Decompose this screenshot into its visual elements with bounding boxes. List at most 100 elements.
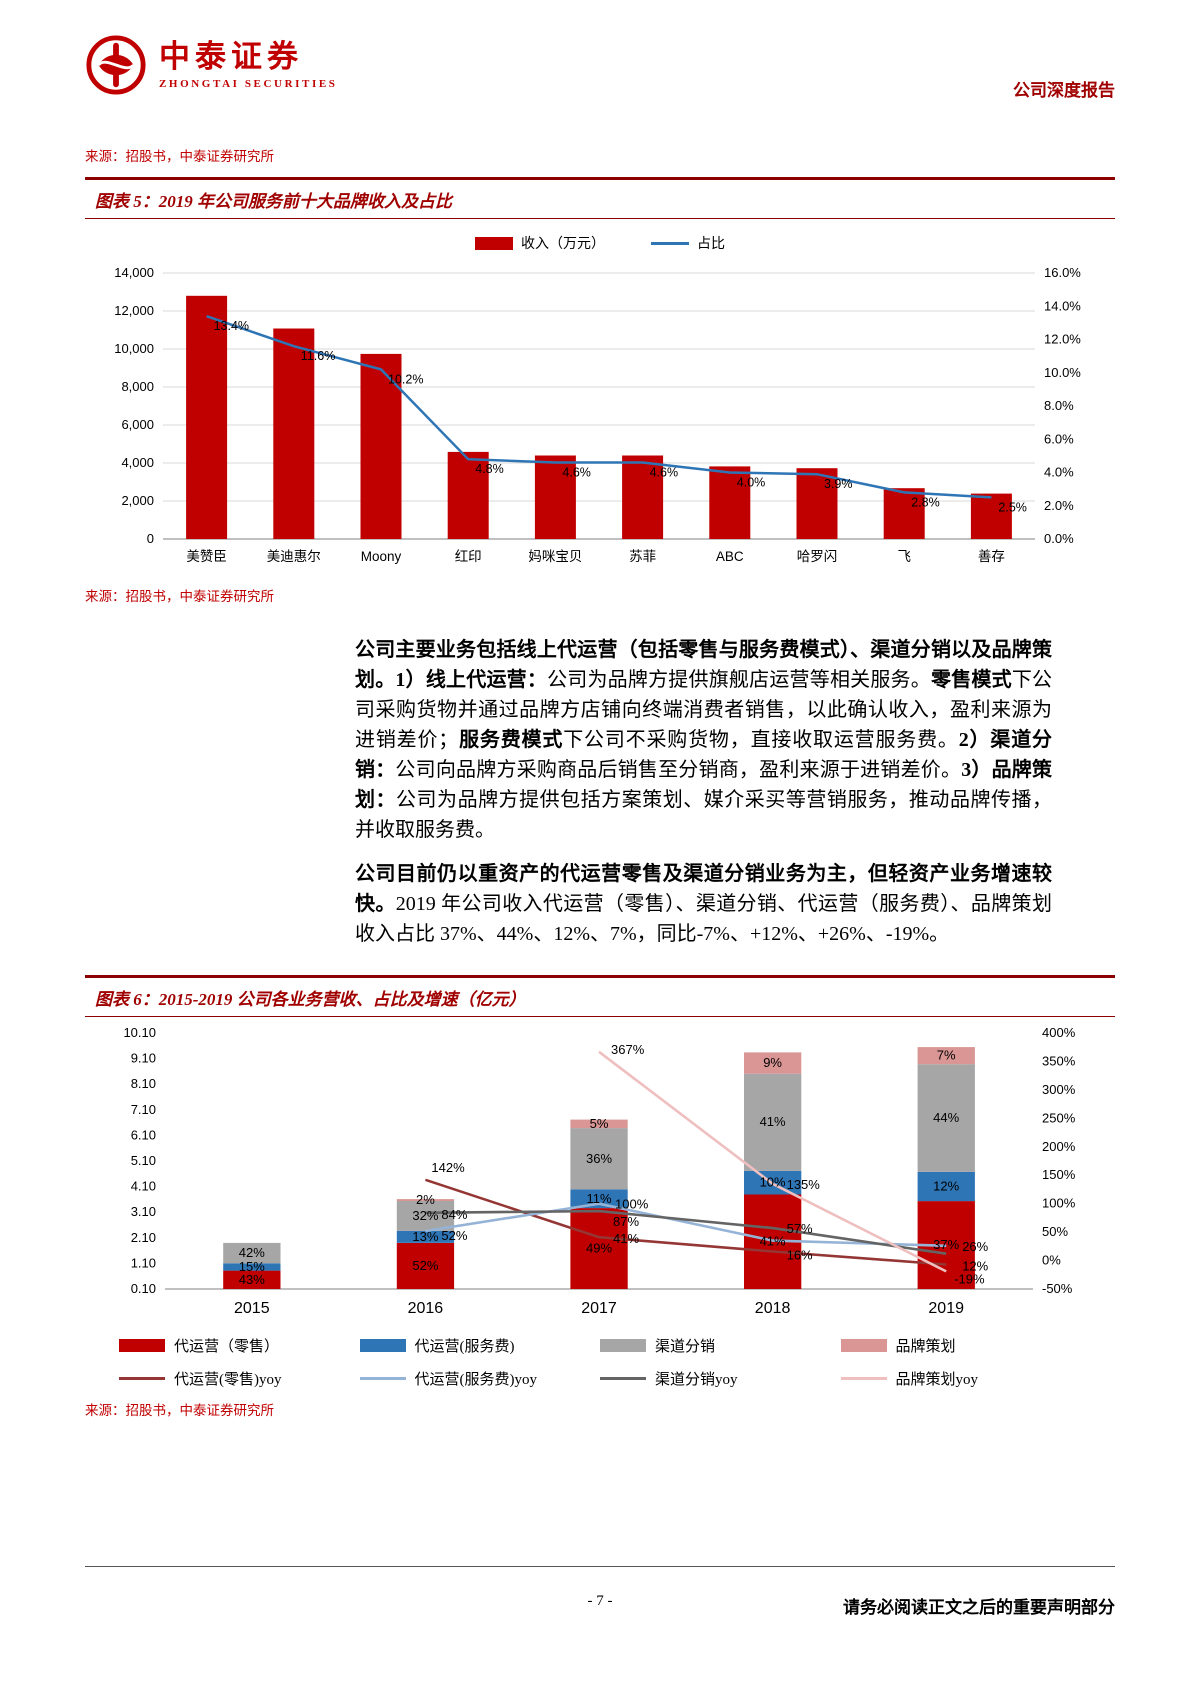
legend-item-share: 占比 — [651, 233, 725, 253]
svg-text:-19%: -19% — [954, 1271, 985, 1286]
svg-text:2.8%: 2.8% — [911, 495, 940, 509]
svg-text:5.10: 5.10 — [131, 1153, 156, 1168]
svg-text:13.4%: 13.4% — [214, 319, 249, 333]
legend-item-servicefee-yoy: 代运营(服务费)yoy — [359, 1368, 601, 1389]
svg-text:16%: 16% — [787, 1248, 813, 1263]
svg-text:15%: 15% — [239, 1259, 265, 1274]
svg-text:49%: 49% — [586, 1241, 612, 1256]
paragraph: 公司主要业务包括线上代运营（包括零售与服务费模式）、渠道分销以及品牌策划。1）线… — [355, 639, 1053, 841]
svg-text:哈罗闪: 哈罗闪 — [797, 549, 838, 564]
svg-text:100%: 100% — [615, 1197, 649, 1212]
svg-text:2.5%: 2.5% — [998, 500, 1027, 514]
svg-text:0%: 0% — [1042, 1253, 1061, 1268]
svg-text:Moony: Moony — [361, 549, 402, 564]
svg-text:135%: 135% — [787, 1177, 821, 1192]
svg-text:11.6%: 11.6% — [301, 349, 336, 363]
svg-text:10.10: 10.10 — [123, 1025, 156, 1040]
servicefee-legend-label: 代运营(服务费) — [414, 1339, 515, 1355]
svg-text:142%: 142% — [431, 1160, 465, 1175]
svg-text:400%: 400% — [1042, 1025, 1076, 1040]
svg-text:36%: 36% — [586, 1151, 612, 1166]
svg-text:43%: 43% — [239, 1272, 265, 1287]
brand-yoy-legend-label: 品牌策划yoy — [895, 1372, 979, 1388]
svg-text:44%: 44% — [933, 1110, 959, 1125]
svg-text:52%: 52% — [412, 1258, 438, 1273]
svg-text:4.0%: 4.0% — [737, 476, 766, 490]
distribution-legend-swatch — [600, 1339, 646, 1352]
svg-text:妈咪宝贝: 妈咪宝贝 — [528, 549, 582, 564]
svg-text:飞: 飞 — [897, 549, 911, 564]
svg-text:0.0%: 0.0% — [1044, 531, 1074, 546]
figure6-legend: 代运营（零售） 代运营(服务费) 渠道分销 品牌策划 代运营(零售)yoy 代运… — [85, 1335, 1115, 1389]
svg-text:美迪惠尔: 美迪惠尔 — [267, 549, 321, 564]
body-paragraphs: 公司主要业务包括线上代运营（包括零售与服务费模式）、渠道分销以及品牌策划。1）线… — [355, 635, 1052, 949]
svg-text:37%: 37% — [933, 1237, 959, 1252]
figure5-chart: 0 2,000 4,000 6,000 8,000 10,000 12,000 14,000 0… — [114, 265, 1081, 564]
servicefee-legend-swatch — [359, 1339, 406, 1352]
svg-text:50%: 50% — [1042, 1224, 1068, 1239]
legend-item-retail: 代运营（零售） — [119, 1335, 360, 1356]
legend-item-distribution-yoy: 渠道分销yoy — [600, 1368, 841, 1389]
retail-yoy-legend-swatch — [119, 1377, 165, 1380]
svg-text:4.10: 4.10 — [131, 1179, 156, 1194]
svg-text:150%: 150% — [1042, 1167, 1076, 1182]
svg-text:100%: 100% — [1042, 1196, 1076, 1211]
svg-text:8.0%: 8.0% — [1044, 398, 1074, 413]
svg-text:2016: 2016 — [408, 1300, 444, 1317]
svg-text:4.6%: 4.6% — [562, 466, 591, 480]
svg-text:8.10: 8.10 — [131, 1076, 156, 1091]
distribution-legend-label: 渠道分销 — [655, 1339, 716, 1355]
retail-legend-swatch — [119, 1339, 165, 1352]
svg-text:84%: 84% — [441, 1207, 467, 1222]
servicefee-yoy-legend-label: 代运营(服务费)yoy — [414, 1372, 538, 1388]
svg-text:9.10: 9.10 — [131, 1051, 156, 1066]
svg-text:12,000: 12,000 — [114, 303, 154, 318]
svg-text:41%: 41% — [760, 1234, 786, 1249]
svg-text:10.2%: 10.2% — [388, 372, 423, 386]
svg-text:42%: 42% — [239, 1245, 265, 1260]
logo-english-name: ZHONGTAI SECURITIES — [159, 77, 338, 90]
svg-text:367%: 367% — [611, 1042, 645, 1057]
svg-text:200%: 200% — [1042, 1139, 1076, 1154]
svg-text:善存: 善存 — [978, 549, 1005, 564]
svg-text:9%: 9% — [763, 1055, 782, 1070]
zhongtai-logo-icon — [86, 35, 146, 95]
revenue-legend-label: 收入（万元） — [521, 237, 605, 252]
svg-text:3.10: 3.10 — [131, 1204, 156, 1219]
svg-text:4.0%: 4.0% — [1044, 465, 1074, 480]
svg-text:-50%: -50% — [1042, 1281, 1073, 1296]
svg-text:2018: 2018 — [755, 1300, 791, 1317]
svg-text:13%: 13% — [412, 1229, 438, 1244]
svg-text:红印: 红印 — [455, 549, 482, 564]
svg-text:2%: 2% — [416, 1192, 435, 1207]
brand-yoy-legend-swatch — [840, 1377, 887, 1380]
svg-text:4.8%: 4.8% — [475, 462, 504, 476]
source-note-figure6: 来源：招股书，中泰证券研究所 — [85, 1403, 274, 1418]
svg-text:300%: 300% — [1042, 1082, 1076, 1097]
svg-text:12.0%: 12.0% — [1044, 332, 1081, 347]
servicefee-yoy-legend-swatch — [359, 1377, 406, 1380]
svg-text:26%: 26% — [962, 1239, 988, 1254]
figure6-chart: 0.10 1.10 2.10 3.10 4.10 5.10 6.10 7.10 8.10 9.10… — [123, 1025, 1076, 1317]
svg-text:2015: 2015 — [234, 1300, 270, 1317]
svg-text:0: 0 — [147, 531, 154, 546]
svg-text:250%: 250% — [1042, 1110, 1076, 1125]
svg-text:2019: 2019 — [928, 1300, 964, 1317]
svg-text:14.0%: 14.0% — [1044, 298, 1081, 313]
brand-legend-label: 品牌策划 — [895, 1339, 956, 1355]
retail-yoy-legend-label: 代运营(零售)yoy — [174, 1372, 282, 1388]
page-footer: - 7 - 请务必阅读正文之后的重要声明部分 — [85, 1566, 1115, 1618]
svg-text:32%: 32% — [412, 1208, 438, 1223]
svg-text:12%: 12% — [933, 1178, 959, 1193]
svg-text:10%: 10% — [760, 1175, 786, 1190]
svg-text:3.9%: 3.9% — [824, 477, 853, 491]
svg-text:41%: 41% — [760, 1114, 786, 1129]
svg-text:14,000: 14,000 — [114, 265, 154, 280]
svg-text:美赞臣: 美赞臣 — [186, 549, 227, 564]
footer-disclaimer: 请务必阅读正文之后的重要声明部分 — [843, 1598, 1115, 1617]
svg-text:6.10: 6.10 — [131, 1127, 156, 1142]
source-note-figure5: 来源：招股书，中泰证券研究所 — [85, 589, 274, 604]
report-type-label: 公司深度报告 — [1013, 81, 1115, 100]
svg-text:8,000: 8,000 — [121, 379, 154, 394]
svg-text:2,000: 2,000 — [121, 493, 154, 508]
